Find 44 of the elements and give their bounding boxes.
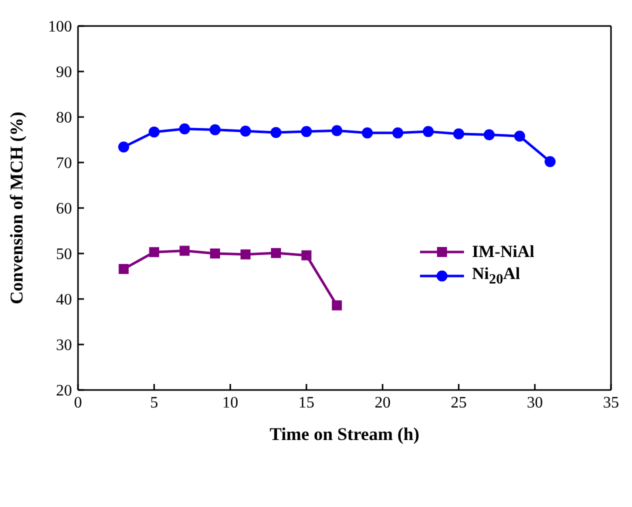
point xyxy=(392,127,404,138)
point xyxy=(301,250,312,260)
y-tick-label: 20 xyxy=(56,382,72,400)
point xyxy=(453,128,464,140)
y-tick-label: 70 xyxy=(56,155,72,172)
point xyxy=(180,246,190,256)
point xyxy=(484,129,495,140)
point xyxy=(270,248,281,258)
y-tick-label: 80 xyxy=(56,110,72,127)
y-tick-label: 100 xyxy=(48,18,72,36)
y-tick-label: 40 xyxy=(56,292,72,309)
point xyxy=(210,124,221,136)
y-tick-label: 50 xyxy=(56,246,72,264)
point xyxy=(118,142,130,153)
x-tick-label: 0 xyxy=(74,394,82,412)
y-tick-label: 30 xyxy=(56,337,72,354)
point xyxy=(118,264,129,274)
y-axis-title: Convension of MCH (%) xyxy=(6,112,26,304)
x-tick-label: 5 xyxy=(150,394,158,412)
point xyxy=(149,247,160,258)
x-axis-title: Time on Stream (h) xyxy=(270,424,420,444)
x-tick-label: 35 xyxy=(603,394,619,412)
y-tick-label: 90 xyxy=(56,64,72,82)
point xyxy=(270,126,282,138)
point xyxy=(544,156,556,168)
y-tick-label: 60 xyxy=(56,200,72,218)
point xyxy=(332,300,342,310)
legend-label: IM-NiAl xyxy=(472,242,534,262)
point xyxy=(422,126,434,138)
point xyxy=(210,248,220,258)
x-tick-label: 20 xyxy=(374,394,391,412)
point xyxy=(331,125,342,136)
x-tick-label: 25 xyxy=(450,394,467,412)
point xyxy=(362,127,373,138)
point xyxy=(148,126,160,138)
legend-label: Ni$_{20}$Al xyxy=(472,264,520,288)
point xyxy=(240,126,252,137)
x-tick-label: 30 xyxy=(526,394,543,412)
point xyxy=(300,126,312,138)
x-tick-label: 10 xyxy=(222,394,238,412)
x-tick-label: 15 xyxy=(298,394,314,412)
point xyxy=(240,249,251,260)
point xyxy=(179,123,190,134)
point xyxy=(514,130,526,142)
